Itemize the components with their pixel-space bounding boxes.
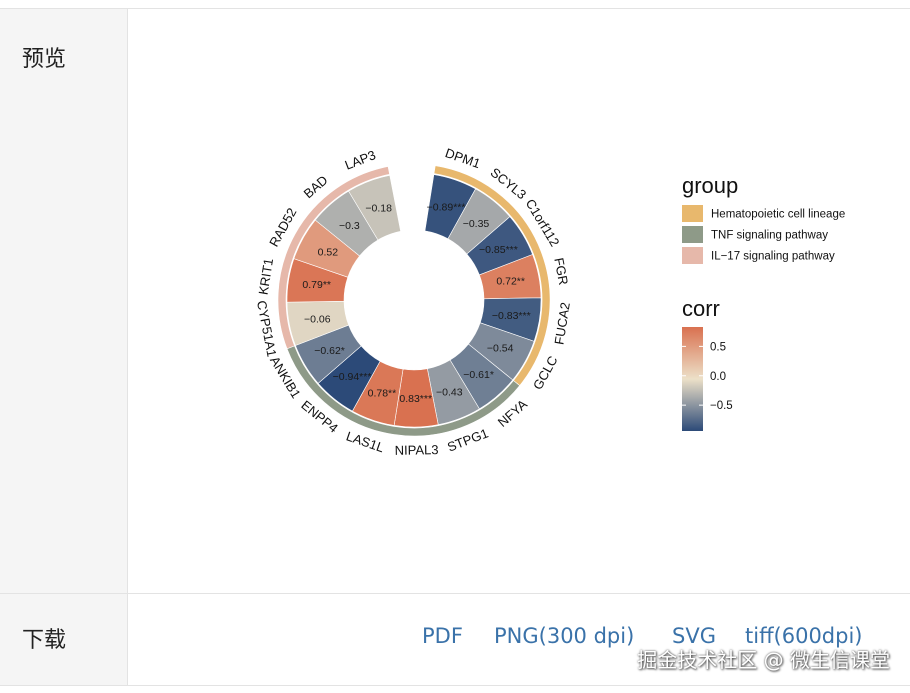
group-ring-segment-3 <box>277 166 390 350</box>
cell-value-label: −0.89*** <box>427 201 466 213</box>
colorbar-tick-label: 0.5 <box>710 341 726 353</box>
category-label: KRIT1 <box>256 257 277 296</box>
cell-value-label: −0.83*** <box>492 310 531 322</box>
row-divider <box>128 593 910 594</box>
download-label: 下载 <box>22 628 67 653</box>
cell-value-label: −0.06 <box>304 313 331 325</box>
circular-heatmap-chart: −0.89*** −0.35 −0.85*** 0.72** −0.83*** −0.54… <box>254 145 845 458</box>
group-legend-swatch <box>682 205 703 222</box>
category-label: FUCA2 <box>551 301 572 345</box>
group-legend-label: TNF signaling pathway <box>711 230 828 242</box>
cell-value-label: −0.18 <box>365 203 392 215</box>
cell-value-label: −0.35 <box>463 218 490 230</box>
preview-table: 预览 下载 <box>0 8 910 686</box>
corr-legend-title: corr <box>682 296 720 321</box>
download-png-link[interactable]: PNG(300 dpi) <box>494 624 635 648</box>
cell-value-label: 0.83*** <box>399 393 432 405</box>
group-legend-label: IL−17 signaling pathway <box>711 251 835 263</box>
cell-value-label: −0.62* <box>314 345 345 357</box>
cell-value-label: −0.94*** <box>333 371 372 383</box>
cell-value-label: 0.52 <box>318 247 339 259</box>
category-label: LAS1L <box>344 428 386 455</box>
cell-value-label: −0.43 <box>436 386 463 398</box>
corr-colorbar <box>682 327 703 431</box>
category-label: NIPAL3 <box>395 442 439 458</box>
download-tiff-link[interactable]: tiff(600dpi) <box>745 624 863 648</box>
heatmap-cell-lap3 <box>348 174 401 241</box>
colorbar-tick-label: −0.5 <box>710 400 733 412</box>
cell-value-label: 0.79** <box>302 279 331 291</box>
category-label: DPM1 <box>443 145 482 171</box>
category-label: LAP3 <box>343 147 378 172</box>
cell-value-label: 0.72** <box>496 276 525 288</box>
download-row-header: 下载 <box>0 593 128 685</box>
download-svg-link[interactable]: SVG <box>672 624 716 648</box>
cell-value-label: −0.61* <box>463 369 494 381</box>
preview-row-header: 预览 <box>0 9 128 593</box>
cell-value-label: −0.85*** <box>479 244 518 256</box>
group-legend-swatch <box>682 226 703 243</box>
cell-value-label: −0.54 <box>487 342 514 354</box>
watermark: 掘金技术社区 @ 微生信课堂 <box>637 648 890 672</box>
category-label: FGR <box>551 256 571 286</box>
group-legend-label: Hematopoietic cell lineage <box>711 209 845 221</box>
preview-label: 预览 <box>22 47 67 72</box>
group-legend-title: group <box>682 173 738 198</box>
group-legend-swatch <box>682 247 703 264</box>
cell-value-label: 0.78** <box>368 388 397 400</box>
download-pdf-link[interactable]: PDF <box>422 624 463 648</box>
cell-value-label: −0.3 <box>339 220 360 232</box>
colorbar-tick-label: 0.0 <box>710 371 726 383</box>
category-label: CYP51A1 <box>254 299 280 358</box>
